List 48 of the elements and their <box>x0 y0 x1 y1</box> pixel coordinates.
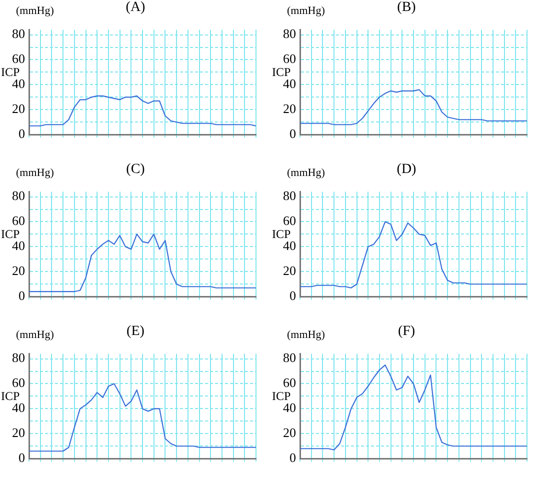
y-axis-title: ICP <box>1 65 20 79</box>
y-tick-label: 80 <box>12 26 25 42</box>
y-axis-title: ICP <box>272 389 291 403</box>
chart-subtitle: (mmHg) <box>16 167 54 180</box>
y-tick-label: 0 <box>290 288 296 304</box>
y-tick-label: 60 <box>283 375 296 390</box>
y-tick-label: 60 <box>283 51 296 66</box>
y-tick-label: 60 <box>283 213 296 228</box>
chart-subtitle: (mmHg) <box>16 5 54 18</box>
y-tick-label: 80 <box>283 350 296 366</box>
y-tick-label: 80 <box>283 188 296 204</box>
y-tick-label: 20 <box>283 263 296 278</box>
y-tick-label: 20 <box>283 101 296 116</box>
y-tick-label: 80 <box>283 26 296 42</box>
y-tick-label: 0 <box>18 288 25 304</box>
chart-subtitle: (mmHg) <box>287 329 325 342</box>
y-tick-label: 40 <box>283 76 296 92</box>
y-tick-label: 40 <box>283 238 296 254</box>
y-tick-label: 0 <box>290 450 296 466</box>
y-tick-label: 60 <box>12 375 25 390</box>
chart-subtitle: (mmHg) <box>287 5 325 18</box>
chart-title: (C) <box>126 162 145 177</box>
y-tick-label: 40 <box>12 400 25 416</box>
y-axis-title: ICP <box>272 227 291 241</box>
y-tick-label: 20 <box>12 101 25 116</box>
y-tick-label: 60 <box>12 51 25 66</box>
chart-title: (F) <box>398 324 416 339</box>
chart-title: (A) <box>126 0 146 15</box>
y-tick-label: 80 <box>12 188 25 204</box>
y-axis-title: ICP <box>1 389 20 403</box>
y-tick-label: 40 <box>12 76 25 92</box>
y-axis-title: ICP <box>1 227 20 241</box>
y-tick-label: 20 <box>12 425 25 440</box>
y-tick-label: 20 <box>283 425 296 440</box>
y-tick-label: 0 <box>18 450 25 466</box>
y-tick-label: 60 <box>12 213 25 228</box>
y-tick-label: 20 <box>12 263 25 278</box>
y-tick-label: 40 <box>283 400 296 416</box>
chart-subtitle: (mmHg) <box>16 329 54 342</box>
y-tick-label: 80 <box>12 350 25 366</box>
chart-subtitle: (mmHg) <box>287 167 325 180</box>
y-tick-label: 40 <box>12 238 25 254</box>
y-tick-label: 0 <box>18 126 25 142</box>
y-tick-label: 0 <box>290 126 296 142</box>
chart-title: (E) <box>126 324 144 339</box>
chart-title: (B) <box>397 0 416 15</box>
chart-title: (D) <box>396 162 416 177</box>
y-axis-title: ICP <box>272 65 291 79</box>
